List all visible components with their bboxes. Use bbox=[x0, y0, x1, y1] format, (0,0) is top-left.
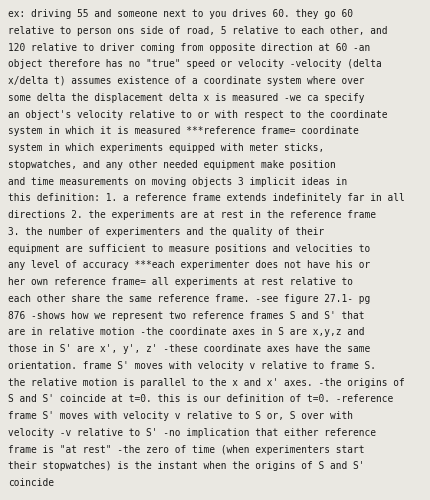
Text: ex: driving 55 and someone next to you drives 60. they go 60: ex: driving 55 and someone next to you d… bbox=[8, 9, 353, 19]
Text: S and S' coincide at t=0. this is our definition of t=0. -reference: S and S' coincide at t=0. this is our de… bbox=[8, 394, 393, 404]
Text: coincide: coincide bbox=[8, 478, 54, 488]
Text: relative to person ons side of road, 5 relative to each other, and: relative to person ons side of road, 5 r… bbox=[8, 26, 387, 36]
Text: those in S' are x', y', z' -these coordinate axes have the same: those in S' are x', y', z' -these coordi… bbox=[8, 344, 370, 354]
Text: equipment are sufficient to measure positions and velocities to: equipment are sufficient to measure posi… bbox=[8, 244, 370, 254]
Text: velocity -v relative to S' -no implication that either reference: velocity -v relative to S' -no implicati… bbox=[8, 428, 376, 438]
Text: 876 -shows how we represent two reference frames S and S' that: 876 -shows how we represent two referenc… bbox=[8, 310, 364, 320]
Text: x/delta t) assumes existence of a coordinate system where over: x/delta t) assumes existence of a coordi… bbox=[8, 76, 364, 86]
Text: frame S' moves with velocity v relative to S or, S over with: frame S' moves with velocity v relative … bbox=[8, 411, 353, 421]
Text: 120 relative to driver coming from opposite direction at 60 -an: 120 relative to driver coming from oppos… bbox=[8, 42, 370, 52]
Text: some delta the displacement delta x is measured -we ca specify: some delta the displacement delta x is m… bbox=[8, 93, 364, 103]
Text: orientation. frame S' moves with velocity v relative to frame S.: orientation. frame S' moves with velocit… bbox=[8, 361, 376, 371]
Text: any level of accuracy ***each experimenter does not have his or: any level of accuracy ***each experiment… bbox=[8, 260, 370, 270]
Text: are in relative motion -the coordinate axes in S are x,y,z and: are in relative motion -the coordinate a… bbox=[8, 328, 364, 338]
Text: this definition: 1. a reference frame extends indefinitely far in all: this definition: 1. a reference frame ex… bbox=[8, 194, 405, 203]
Text: stopwatches, and any other needed equipment make position: stopwatches, and any other needed equipm… bbox=[8, 160, 335, 170]
Text: her own reference frame= all experiments at rest relative to: her own reference frame= all experiments… bbox=[8, 277, 353, 287]
Text: the relative motion is parallel to the x and x' axes. -the origins of: the relative motion is parallel to the x… bbox=[8, 378, 405, 388]
Text: directions 2. the experiments are at rest in the reference frame: directions 2. the experiments are at res… bbox=[8, 210, 376, 220]
Text: and time measurements on moving objects 3 implicit ideas in: and time measurements on moving objects … bbox=[8, 176, 347, 186]
Text: frame is "at rest" -the zero of time (when experimenters start: frame is "at rest" -the zero of time (wh… bbox=[8, 444, 364, 454]
Text: 3. the number of experimenters and the quality of their: 3. the number of experimenters and the q… bbox=[8, 227, 324, 237]
Text: system in which it is measured ***reference frame= coordinate: system in which it is measured ***refere… bbox=[8, 126, 359, 136]
Text: system in which experiments equipped with meter sticks,: system in which experiments equipped wit… bbox=[8, 143, 324, 153]
Text: each other share the same reference frame. -see figure 27.1- pg: each other share the same reference fram… bbox=[8, 294, 370, 304]
Text: their stopwatches) is the instant when the origins of S and S': their stopwatches) is the instant when t… bbox=[8, 462, 364, 471]
Text: object therefore has no "true" speed or velocity -velocity (delta: object therefore has no "true" speed or … bbox=[8, 60, 381, 70]
Text: an object's velocity relative to or with respect to the coordinate: an object's velocity relative to or with… bbox=[8, 110, 387, 120]
